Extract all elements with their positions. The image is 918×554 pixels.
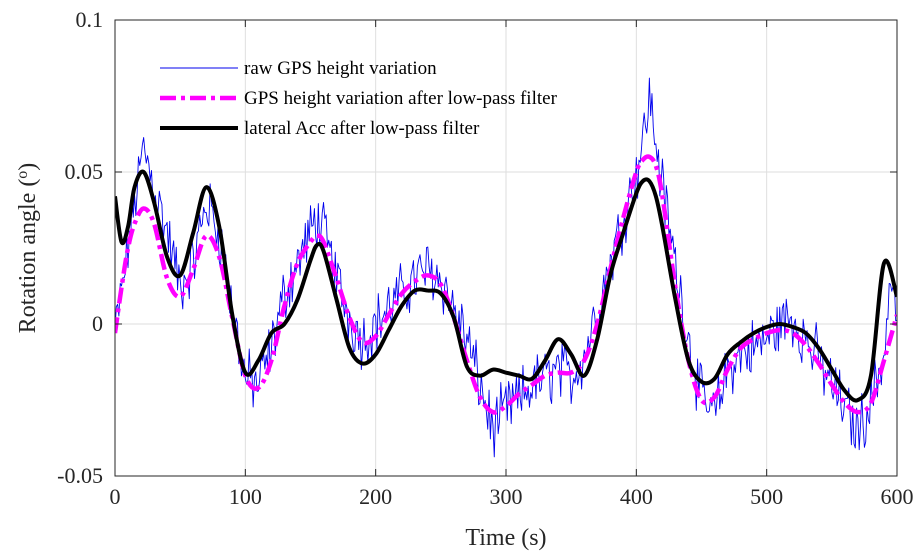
series-line-lateral-acc [115, 169, 897, 403]
x-tick-label: 300 [490, 484, 523, 509]
series-line-raw-gps [115, 77, 897, 458]
legend-label-raw-gps: raw GPS height variation [244, 58, 437, 79]
x-tick-label: 500 [750, 484, 783, 509]
series-layer [115, 77, 897, 458]
x-tick-label: 400 [620, 484, 653, 509]
y-axis-title: Rotation angle (o) [14, 163, 41, 334]
x-tick-label: 200 [359, 484, 392, 509]
x-tick-label: 0 [110, 484, 121, 509]
x-tick-label: 100 [229, 484, 262, 509]
legend-label-lateral-acc: lateral Acc after low-pass filter [244, 118, 480, 139]
x-axis-title: Time (s) [465, 525, 546, 551]
legend: raw GPS height variation GPS height vari… [160, 58, 558, 139]
grid [115, 20, 897, 476]
y-tick-label: 0 [92, 311, 103, 336]
y-axis-title-sup: o [14, 171, 31, 179]
tick-labels: 0 100 200 300 400 500 600 -0.05 0 0.05 0.1 [57, 7, 913, 509]
y-axis-title-main: Rotation angle ( [15, 179, 41, 334]
y-axis-title-close: ) [15, 163, 41, 171]
y-tick-label: 0.05 [65, 159, 104, 184]
y-tick-label: 0.1 [76, 7, 104, 32]
y-tick-label: -0.05 [57, 463, 103, 488]
legend-label-gps-filtered: GPS height variation after low-pass filt… [244, 88, 558, 109]
ticks [114, 19, 898, 477]
x-tick-label: 600 [881, 484, 914, 509]
